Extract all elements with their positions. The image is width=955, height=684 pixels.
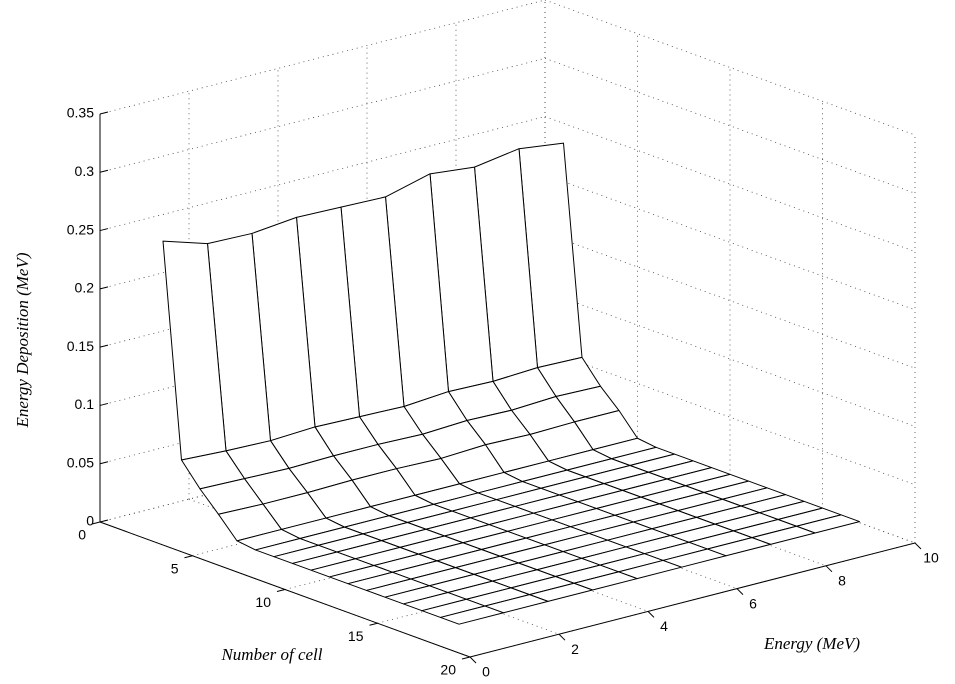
x-tick	[647, 611, 655, 618]
x-axis-label: Energy (MeV)	[763, 634, 860, 653]
grid-line	[544, 291, 916, 427]
z-tick-label: 0.1	[75, 396, 95, 412]
y-tick	[461, 656, 471, 660]
grid-line	[544, 174, 916, 311]
x-tick-label: 10	[923, 550, 939, 566]
x-tick-label: 6	[749, 595, 757, 611]
y-tick	[184, 555, 193, 559]
z-tick	[99, 169, 109, 173]
y-axis-label: Number of cell	[220, 645, 322, 664]
y-tick	[91, 521, 101, 525]
y-tick-label: 5	[171, 560, 179, 576]
x-tick-label: 4	[660, 618, 668, 634]
z-tick	[99, 228, 109, 232]
z-tick	[99, 286, 109, 290]
x-axis	[469, 542, 916, 658]
z-tick-label: 0.25	[67, 221, 94, 237]
z-tick-label: 0.3	[75, 163, 95, 179]
x-tick	[736, 588, 744, 595]
x-tick	[914, 542, 922, 550]
y-tick-label: 0	[78, 527, 86, 543]
grid-line	[544, 57, 916, 194]
y-tick	[369, 622, 378, 626]
z-tick	[99, 402, 109, 406]
x-tick	[825, 565, 833, 573]
grid-line	[544, 0, 916, 136]
z-tick	[99, 461, 109, 465]
x-tick	[469, 656, 477, 664]
x-tick-label: 0	[482, 664, 490, 680]
z-tick	[99, 111, 109, 115]
z-tick-label: 0.15	[67, 338, 94, 354]
y-tick-label: 10	[255, 594, 271, 610]
z-tick-label: 0.2	[75, 280, 95, 296]
grid-line	[544, 116, 916, 252]
z-tick	[99, 344, 109, 348]
y-tick-label: 20	[440, 662, 456, 678]
surface-patch	[440, 605, 504, 625]
grid-line	[99, 57, 546, 173]
y-tick	[276, 589, 286, 592]
z-tick-label: 0.35	[67, 105, 94, 121]
y-tick-label: 15	[348, 628, 364, 644]
z-tick-label: 0.05	[67, 454, 94, 470]
grid-line	[544, 232, 916, 369]
grid-line	[99, 0, 546, 115]
x-tick-label: 2	[571, 641, 579, 657]
z-axis-label: Energy Deposition (MeV)	[13, 252, 32, 428]
x-tick	[558, 633, 566, 641]
x-tick-label: 8	[838, 573, 846, 589]
z-tick	[99, 519, 109, 523]
grid-line	[544, 349, 916, 486]
z-tick-label: 0	[86, 513, 94, 529]
